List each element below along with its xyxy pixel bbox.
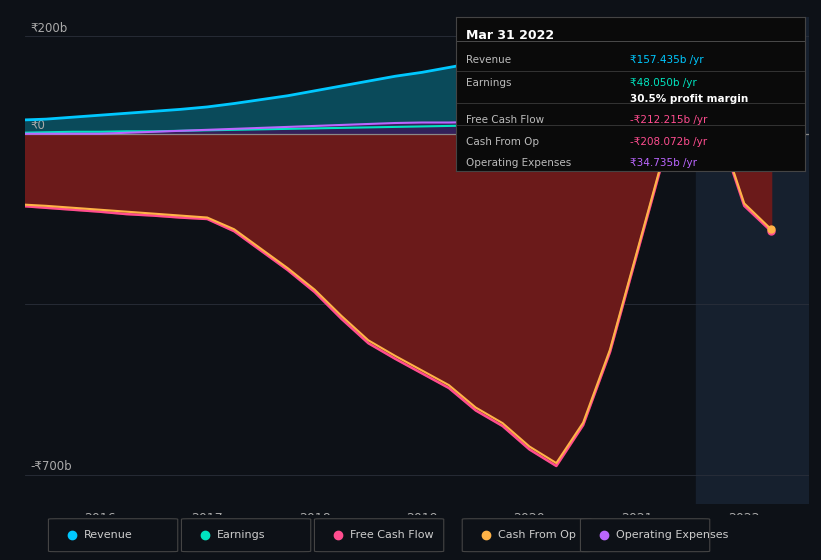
Text: Operating Expenses: Operating Expenses: [616, 530, 728, 540]
Text: ₹0: ₹0: [30, 119, 45, 132]
Text: ₹200b: ₹200b: [30, 22, 67, 35]
Text: Earnings: Earnings: [217, 530, 265, 540]
Text: Revenue: Revenue: [84, 530, 133, 540]
Text: Earnings: Earnings: [466, 78, 511, 88]
Text: 30.5% profit margin: 30.5% profit margin: [631, 94, 749, 104]
Text: ₹157.435b /yr: ₹157.435b /yr: [631, 55, 704, 66]
FancyBboxPatch shape: [48, 519, 178, 552]
Text: -₹212.215b /yr: -₹212.215b /yr: [631, 115, 708, 125]
Text: Cash From Op: Cash From Op: [498, 530, 576, 540]
FancyBboxPatch shape: [580, 519, 709, 552]
Text: -₹700b: -₹700b: [30, 460, 71, 473]
Bar: [696, 17, 809, 504]
Text: Free Cash Flow: Free Cash Flow: [466, 115, 544, 125]
Text: Free Cash Flow: Free Cash Flow: [350, 530, 433, 540]
Text: Operating Expenses: Operating Expenses: [466, 158, 571, 169]
Text: -₹208.072b /yr: -₹208.072b /yr: [631, 137, 707, 147]
Text: Cash From Op: Cash From Op: [466, 137, 539, 147]
Text: Revenue: Revenue: [466, 55, 511, 66]
Text: ₹34.735b /yr: ₹34.735b /yr: [631, 158, 697, 169]
FancyBboxPatch shape: [462, 519, 591, 552]
FancyBboxPatch shape: [181, 519, 310, 552]
FancyBboxPatch shape: [314, 519, 443, 552]
Text: Mar 31 2022: Mar 31 2022: [466, 29, 554, 42]
Text: ₹48.050b /yr: ₹48.050b /yr: [631, 78, 697, 88]
